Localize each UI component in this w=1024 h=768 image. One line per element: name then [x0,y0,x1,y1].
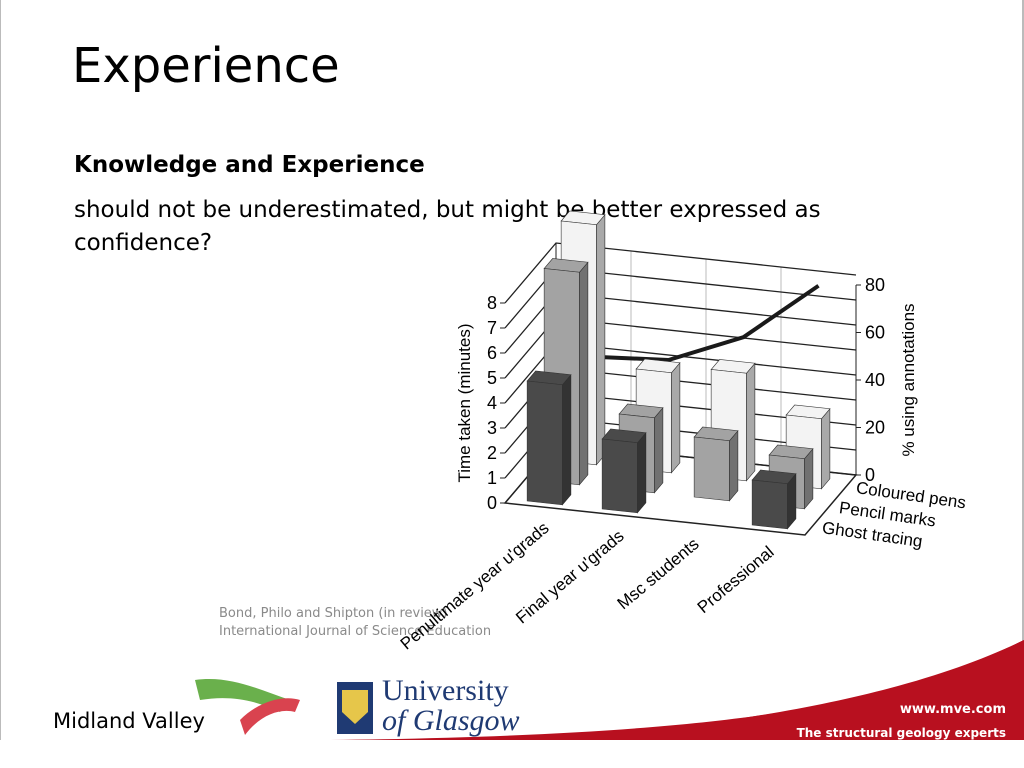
y-tick-label: 8 [487,293,497,313]
bar-front [693,436,730,502]
y-tick-label: 5 [487,368,497,388]
bar-front [601,438,638,514]
bar-front [751,479,788,530]
y-axis-label: Time taken (minutes) [455,323,474,482]
university-line: of Glasgow [382,704,520,737]
url: www.mve.com [899,702,1006,717]
y-tick-label: 6 [487,343,497,363]
y2-tick-label: 20 [865,418,885,438]
university-logo: University of Glasgow [382,676,520,736]
y-tick-label: 0 [487,493,497,513]
heading: Knowledge and Experience [74,152,425,178]
slide-title: Experience [72,38,340,94]
university-line: University [382,674,509,707]
y2-tick-label: 60 [865,323,885,343]
bar-shade [654,407,663,493]
citation: Bond, Philo and Shipton (in review) Inte… [219,605,491,641]
bar-shade [787,473,796,529]
company-name: Midland Valley [53,709,205,733]
x-tick-label: Msc students [614,534,703,613]
y-tick-label: 1 [487,468,497,488]
line [593,284,820,363]
y2-tick-label: 0 [865,465,875,485]
bar-shade [821,408,830,489]
y-tick-label: 4 [487,393,497,413]
y2-axis-label: % using annotations [899,303,918,456]
bar [526,370,572,506]
y2-tick-label: 80 [865,275,885,295]
bar [601,428,647,514]
bar [751,469,797,530]
citation-line: International Journal of Science Educati… [219,624,492,639]
bar-shade [579,262,588,485]
y2-tick-label: 40 [865,370,885,390]
bar-shade [804,448,813,509]
y-tick-label: 3 [487,418,497,438]
y-tick-label: 7 [487,318,497,338]
body-text: should not be underestimated, but might … [74,197,821,256]
grid-line [504,242,857,304]
x-tick-label: Penultimate year u'grads [397,518,553,653]
y-tick-label: 2 [487,443,497,463]
citation-line: Bond, Philo and Shipton (in review) [219,606,448,621]
x-tick-label: Professional [694,542,778,617]
bar-front [526,380,563,506]
tagline: The structural geology experts [796,726,1006,740]
bar-shade [746,363,755,481]
bar-shade [671,362,680,473]
bar-shade [596,214,605,465]
bar [693,426,739,502]
bar-shade [729,430,738,501]
bar-shade [562,374,571,505]
slide-border [1022,0,1024,768]
bar-shade [637,432,646,513]
slide-border [0,0,1,768]
